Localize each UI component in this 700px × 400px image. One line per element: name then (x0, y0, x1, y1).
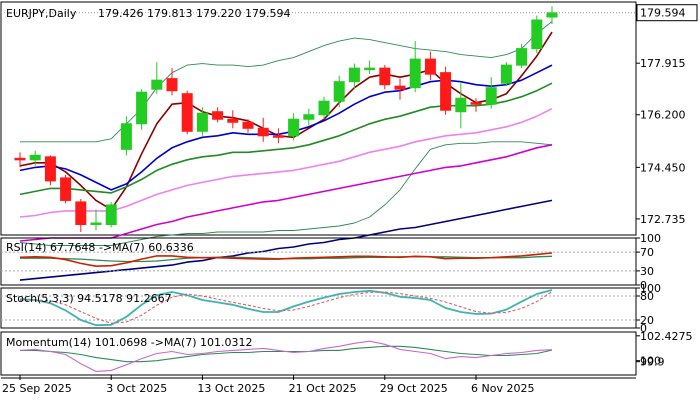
rsi-line (19, 252, 553, 268)
time-tick-label: 6 Nov 2025 (471, 382, 534, 395)
candle-body (136, 91, 148, 125)
chart-title: EURJPY,Daily (6, 7, 77, 20)
candle-body (44, 156, 56, 182)
candle-body (333, 81, 345, 102)
last-price-tag (636, 4, 698, 22)
momentum-label: Momentum(14) 101.0698 ->MA(7) 101.0312 (6, 336, 253, 349)
candle-body (75, 201, 87, 225)
momentum-ytick-label: 99.9 (640, 356, 665, 369)
moving-average-line (19, 64, 553, 191)
candle-body (394, 85, 406, 90)
momentum-line (19, 340, 553, 372)
candle-body (470, 102, 482, 105)
momentum-ytick-label: 102.4275 (640, 330, 693, 343)
candle-body (303, 114, 315, 120)
rsi-ytick-label: 100 (640, 232, 661, 245)
momentum-ytick-label: 100 (640, 355, 661, 368)
moving-average-line (19, 144, 553, 242)
price-ytick-label: 174.450 (640, 161, 686, 174)
time-axis: 25 Sep 2025 3 Oct 2025 13 Oct 2025 21 Oct 2… (1, 375, 636, 395)
candle-body (151, 79, 163, 90)
time-tick-label: 3 Oct 2025 (106, 382, 167, 395)
time-tick-label: 29 Oct 2025 (380, 382, 448, 395)
ohlc-readout: 179.426 179.813 179.220 179.594 (98, 7, 290, 20)
candle-body (257, 127, 269, 137)
rsi-ytick-label: 70 (640, 246, 654, 259)
candle-body (348, 67, 360, 83)
price-panel: 177.915 176.200 174.450 172.735 179.594 (0, 1, 698, 281)
stoch-k-line (19, 289, 553, 327)
candle-body (120, 123, 132, 150)
candle-body (409, 58, 421, 89)
bollinger-band-line (19, 141, 553, 246)
last-price-label: 179.594 (640, 7, 686, 20)
time-tick-label: 21 Oct 2025 (289, 382, 357, 395)
candle-body (288, 118, 300, 137)
candle-body (166, 78, 178, 92)
stoch-d-line (19, 291, 553, 324)
candle-body (379, 67, 391, 86)
candle-body (318, 100, 330, 116)
candle-body (424, 58, 436, 75)
candle-body (440, 72, 452, 111)
stoch-ytick-label: 100 (640, 282, 661, 295)
rsi-ytick-label: 0 (640, 279, 647, 292)
candle-body (272, 135, 284, 138)
candle-body (531, 19, 543, 50)
stoch-ytick-label: 20 (640, 314, 654, 327)
rsi-ytick-label: 30 (640, 265, 654, 278)
candle-body (196, 112, 208, 132)
candle-body (516, 48, 528, 66)
candle-body (242, 121, 254, 129)
price-ytick-label: 172.735 (640, 213, 686, 226)
candle-body (500, 64, 512, 84)
time-tick-label: 25 Sep 2025 (2, 382, 72, 395)
bollinger-band-line (20, 21, 553, 143)
candle-body (105, 204, 117, 225)
candle-body (14, 157, 26, 161)
candle-body (364, 67, 376, 71)
price-ytick-label: 177.915 (640, 57, 686, 70)
stoch-label: Stoch(5,3,3) 94.5178 91.2667 (6, 292, 172, 305)
candle-body (227, 118, 239, 123)
candle-body (546, 12, 558, 18)
candle-body (212, 111, 224, 120)
candle-body (60, 177, 72, 201)
moving-average-line (19, 199, 553, 281)
price-ytick-label: 176.200 (640, 109, 686, 122)
candle-body (181, 93, 193, 132)
candle-body (485, 87, 497, 105)
time-tick-label: 13 Oct 2025 (197, 382, 265, 395)
candle-body (455, 97, 467, 113)
stoch-ytick-label: 80 (640, 290, 654, 303)
candle-body (29, 154, 41, 161)
rsi-label: RSI(14) 67.7648 ->MA(7) 60.6336 (6, 241, 194, 254)
candle-body (90, 222, 102, 225)
stoch-ytick-label: 0 (640, 322, 647, 335)
